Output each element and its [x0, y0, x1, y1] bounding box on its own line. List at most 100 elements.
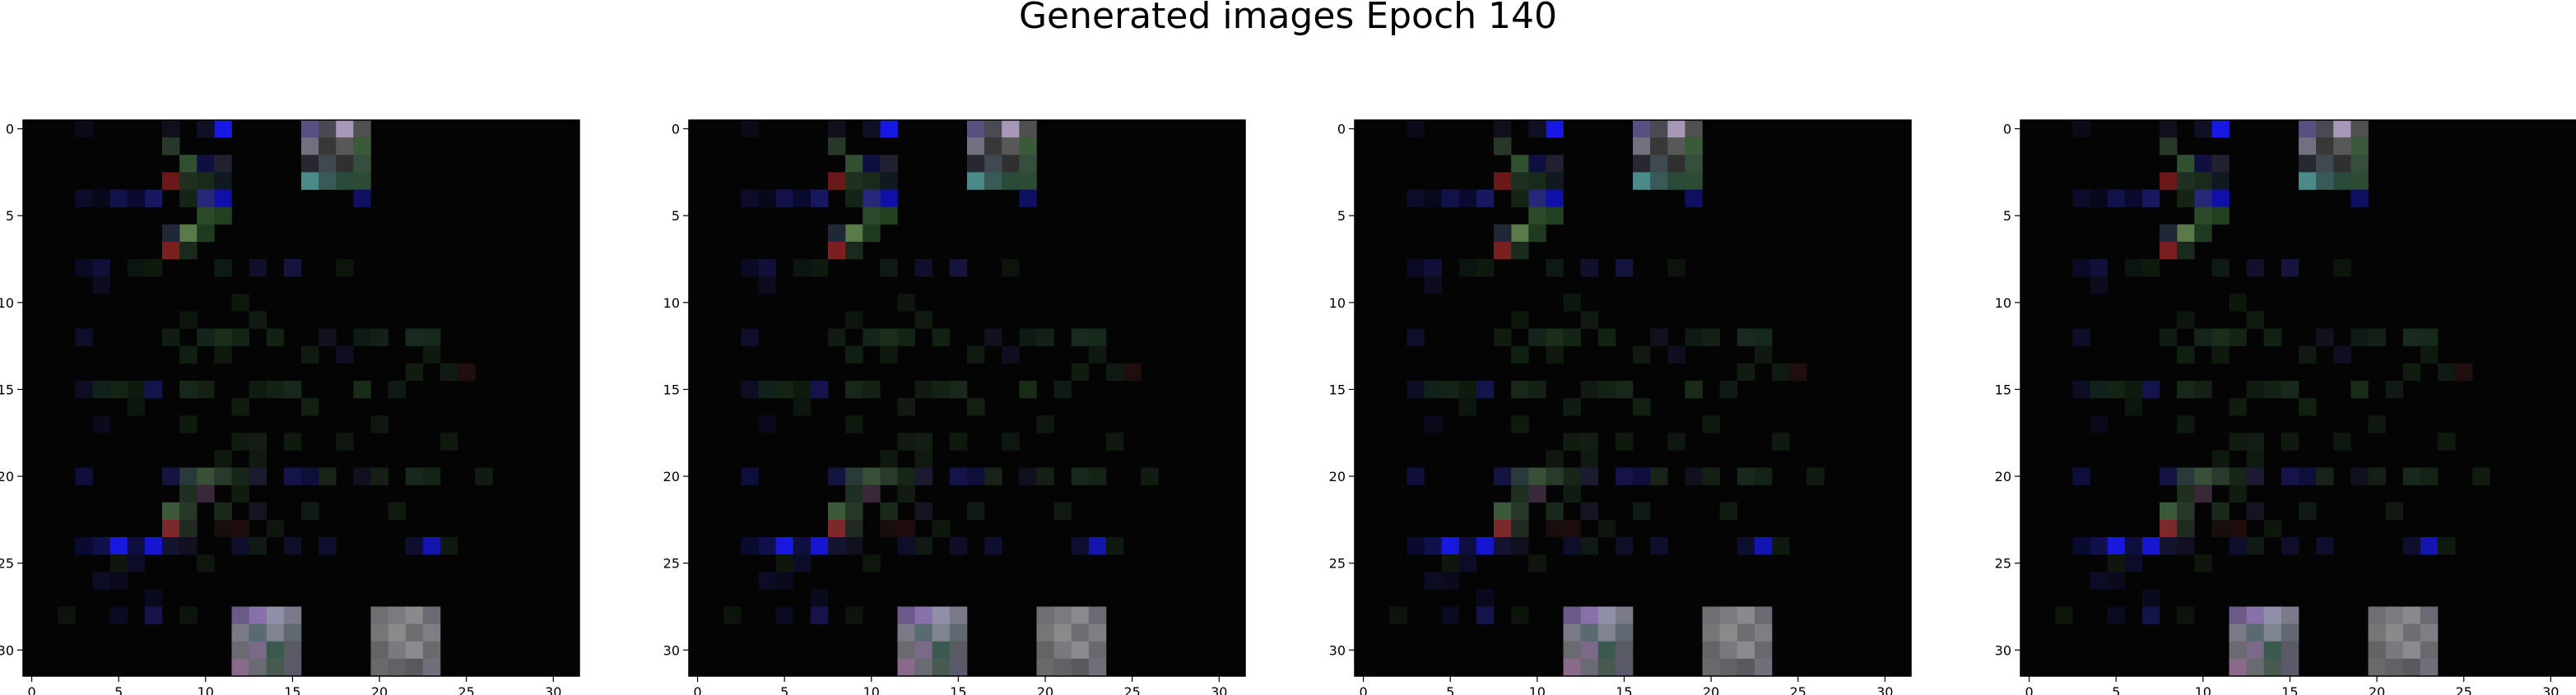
image-pixel — [863, 224, 881, 243]
image-pixel — [845, 155, 863, 173]
image-pixel — [1088, 537, 1107, 555]
image-pixel — [2211, 259, 2230, 277]
image-pixel — [1580, 450, 1599, 468]
image-pixel — [179, 380, 198, 399]
image-pixel — [2281, 623, 2299, 642]
image-pixel — [405, 467, 424, 485]
image-pixel — [109, 606, 128, 624]
x-tick-label: 30 — [1211, 684, 1227, 695]
y-tick-label: 15 — [0, 382, 14, 397]
image-pixel — [2368, 623, 2386, 642]
x-tick-label: 0 — [2025, 684, 2033, 695]
x-tick-label: 25 — [458, 684, 475, 695]
image-pixel — [1702, 415, 1720, 433]
image-pixel — [914, 467, 933, 485]
x-tick-label: 10 — [198, 684, 214, 695]
image-pixel — [405, 363, 424, 382]
image-pixel — [179, 484, 198, 503]
image-pixel — [1053, 380, 1072, 399]
image-pixel — [914, 606, 933, 624]
image-pixel — [214, 502, 232, 521]
image-pixel — [440, 537, 458, 555]
image-pixel — [967, 502, 985, 521]
image-pixel — [1002, 172, 1020, 190]
x-tick-label: 10 — [1529, 684, 1546, 695]
image-pixel — [828, 537, 846, 555]
image-pixel — [1597, 606, 1616, 624]
image-pixel — [1650, 172, 1668, 190]
image-pixel — [810, 537, 829, 555]
image-pixel — [775, 572, 794, 590]
image-panel-2-plot: 0 5 10 15 20 25 30 0 5 10 15 20 25 30 — [663, 119, 1246, 695]
image-pixel — [266, 658, 285, 677]
image-panel-4-plot: 0 5 10 15 20 25 30 0 5 10 15 20 25 30 — [1995, 119, 2576, 695]
image-pixel — [2333, 120, 2351, 138]
image-pixel — [1685, 189, 1703, 207]
x-tick-label: 15 — [284, 684, 300, 695]
image-pixel — [2402, 623, 2421, 642]
image-pixel — [1563, 484, 1581, 503]
image-pixel — [2281, 537, 2299, 555]
x-tick-label: 20 — [371, 684, 388, 695]
image-pixel — [2211, 120, 2230, 138]
image-pixel — [828, 137, 846, 155]
image-pixel — [2402, 363, 2421, 382]
image-pixel — [1702, 328, 1720, 346]
image-pixel — [301, 345, 319, 364]
image-pixel — [1650, 537, 1668, 555]
image-pixel — [828, 172, 846, 190]
image-pixel — [1737, 363, 1755, 382]
image-pixel — [845, 606, 863, 624]
image-pixel — [2107, 537, 2126, 555]
image-pixel — [914, 259, 933, 277]
image-pixel — [1772, 433, 1790, 451]
image-pixel — [1407, 328, 1425, 346]
image-pixel — [422, 467, 441, 485]
image-pixel — [914, 623, 933, 642]
x-tick-label: 15 — [950, 684, 966, 695]
image-pixel — [2090, 259, 2108, 277]
image-pixel — [266, 623, 285, 642]
image-pixel — [127, 398, 146, 416]
image-pixel — [2141, 380, 2160, 399]
image-pixel — [422, 658, 441, 677]
image-pixel — [1441, 554, 1460, 572]
image-pixel — [1458, 380, 1477, 399]
image-pixel — [2072, 537, 2090, 555]
image-pixel — [758, 259, 776, 277]
image-pixel — [1424, 276, 1442, 294]
image-pixel — [2141, 606, 2160, 624]
image-pixel — [2385, 502, 2404, 521]
image-pixel — [984, 537, 1002, 555]
image-pixel — [179, 155, 198, 173]
image-pixel — [2368, 658, 2386, 677]
image-pixel — [1511, 189, 1529, 207]
image-pixel — [353, 189, 371, 207]
image-pixel — [2333, 172, 2351, 190]
image-pixel — [897, 467, 915, 485]
image-pixel — [2316, 155, 2334, 173]
y-tick-label: 5 — [2003, 208, 2011, 224]
image-pixel — [1494, 467, 1512, 485]
image-pixel — [1528, 189, 1546, 207]
image-pixel — [2160, 224, 2178, 243]
image-pixel — [2072, 120, 2090, 138]
image-pixel — [1424, 572, 1442, 590]
image-pixel — [1667, 172, 1686, 190]
image-pixel — [1633, 502, 1651, 521]
image-pixel — [1597, 380, 1616, 399]
image-pixel — [179, 415, 198, 433]
image-pixel — [845, 467, 863, 485]
image-pixel — [1511, 224, 1529, 243]
image-pixel — [231, 606, 249, 624]
image-pixel — [2107, 380, 2126, 399]
image-pixel — [1580, 380, 1599, 399]
image-pixel — [2177, 606, 2195, 624]
image-pixel — [880, 450, 898, 468]
image-pixel — [897, 328, 915, 346]
image-pixel — [92, 537, 110, 555]
image-pixel — [793, 189, 811, 207]
image-pixel — [1667, 137, 1686, 155]
image-pixel — [144, 380, 163, 399]
image-pixel — [2090, 537, 2108, 555]
